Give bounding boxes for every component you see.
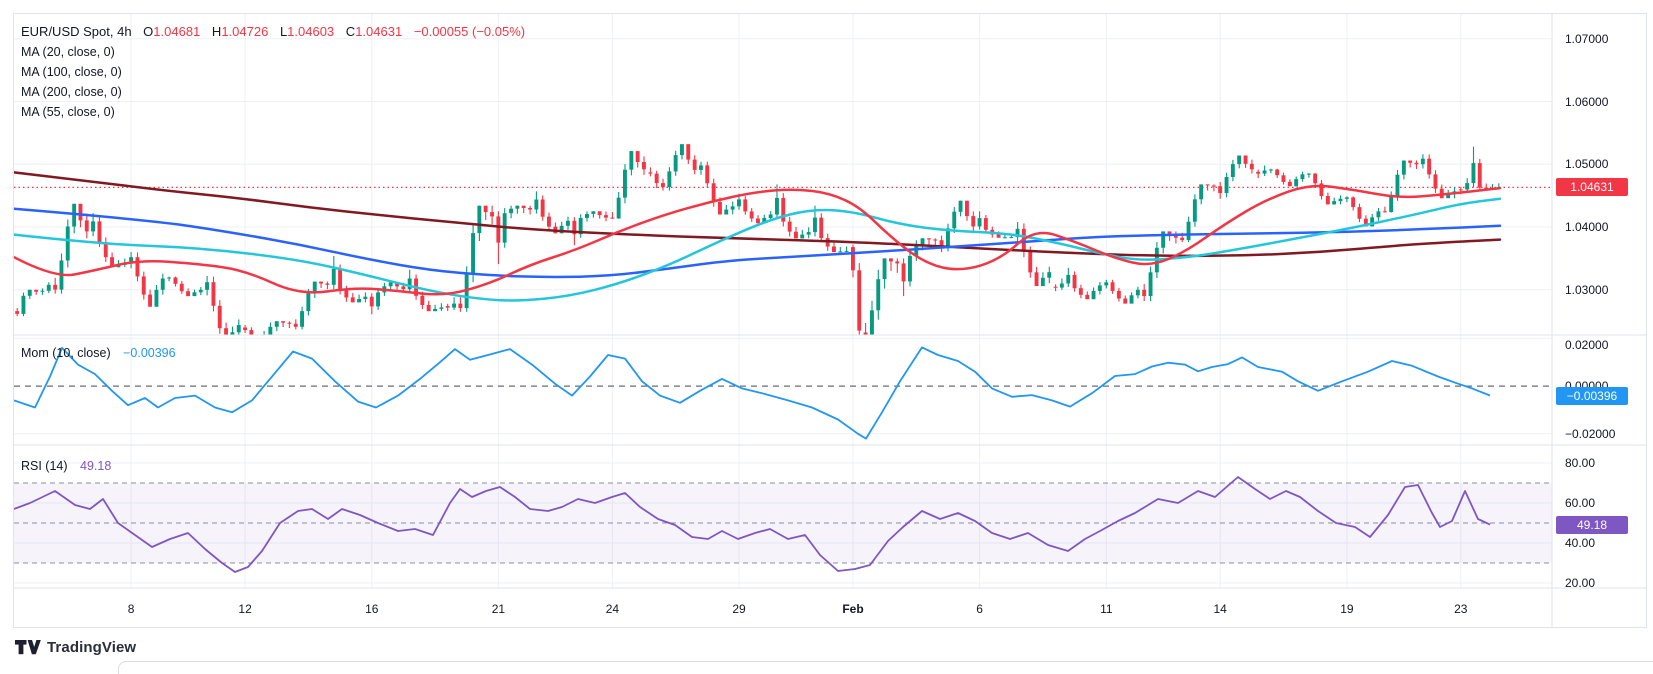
ma-20-legend[interactable]: MA (20, close, 0) [21,45,115,59]
rsi-axis-label: 40.00 [1565,536,1596,550]
price-axis-label: 1.03000 [1565,282,1609,297]
rsi-value: 49.18 [80,459,112,473]
close-label: C [345,24,356,39]
rsi-axis-label: 80.00 [1565,456,1596,470]
rsi-axis-label: 60.00 [1565,496,1596,510]
time-axis-label: Feb [842,602,864,616]
rsi-legend[interactable]: RSI (14) 49.18 [21,457,111,475]
rsi-axis-label: 20.00 [1565,576,1596,590]
ma-100-legend[interactable]: MA (100, close, 0) [21,65,122,79]
time-axis-label: 29 [732,602,746,616]
rsi-line [13,476,1491,573]
ma20-line [12,184,1502,296]
price-axis-label: 1.04000 [1565,220,1609,235]
last-price-badge: 1.04631 [1556,178,1628,197]
momentum-value: −0.00396 [123,346,176,360]
rsi-label: RSI (14) [21,459,68,473]
momentum-legend[interactable]: Mom (10, close) −0.00396 [21,344,176,362]
high-label: H [211,24,222,39]
low-value: 1.04603 [287,24,335,39]
tradingview-logo-icon [15,639,41,654]
open-value: 1.04681 [153,24,201,39]
ma-55-legend[interactable]: MA (55, close, 0) [21,105,115,119]
price-axis-label: 1.05000 [1565,157,1609,172]
time-axis-label: 23 [1454,602,1468,616]
symbol-legend-row[interactable]: EUR/USD Spot, 4h O1.04681 H1.04726 L1.04… [21,22,525,42]
tradingview-logo-text: TradingView [47,638,137,656]
time-axis-label: 8 [127,602,135,616]
main-legend: EUR/USD Spot, 4h O1.04681 H1.04726 L1.04… [21,22,525,122]
bottom-bar [118,661,1653,674]
ma200-line [12,171,1502,258]
momentum-axis-label: −0.02000 [1565,426,1616,441]
symbol-title[interactable]: EUR/USD Spot, 4h [21,24,132,39]
time-axis-label: 19 [1340,602,1354,616]
momentum-pane [13,346,1552,440]
time-axis-label: 14 [1213,602,1227,616]
momentum-axis-label: 0.02000 [1565,338,1609,352]
time-axis-label: 21 [491,602,506,616]
high-value: 1.04726 [221,24,269,39]
momentum-label: Mom (10, close) [21,346,111,360]
ma55-line [12,197,1502,302]
tradingview-logo[interactable]: TradingView [15,637,136,657]
time-axis-label: 12 [238,602,252,616]
low-label: L [279,24,288,39]
time-axis-label: 11 [1100,602,1113,616]
time-axis-label: 6 [976,602,983,616]
price-axis-label: 1.06000 [1565,94,1609,109]
open-label: O [143,24,154,39]
close-value: 1.04631 [355,24,403,39]
momentum-line [13,346,1491,440]
price-axis-label: 1.07000 [1565,31,1609,46]
ma100-line [12,207,1502,279]
grid [14,14,1552,588]
change-value: −0.00055 (−0.05%) [413,24,526,39]
time-axis-label: 16 [365,602,379,616]
time-axis-label: 24 [605,602,620,616]
rsi-value-badge: 49.18 [1556,515,1628,534]
momentum-value-badge: −0.00396 [1556,386,1628,405]
ma-200-legend[interactable]: MA (200, close, 0) [21,85,122,99]
candles-group [12,144,1502,335]
rsi-pane [13,476,1552,573]
